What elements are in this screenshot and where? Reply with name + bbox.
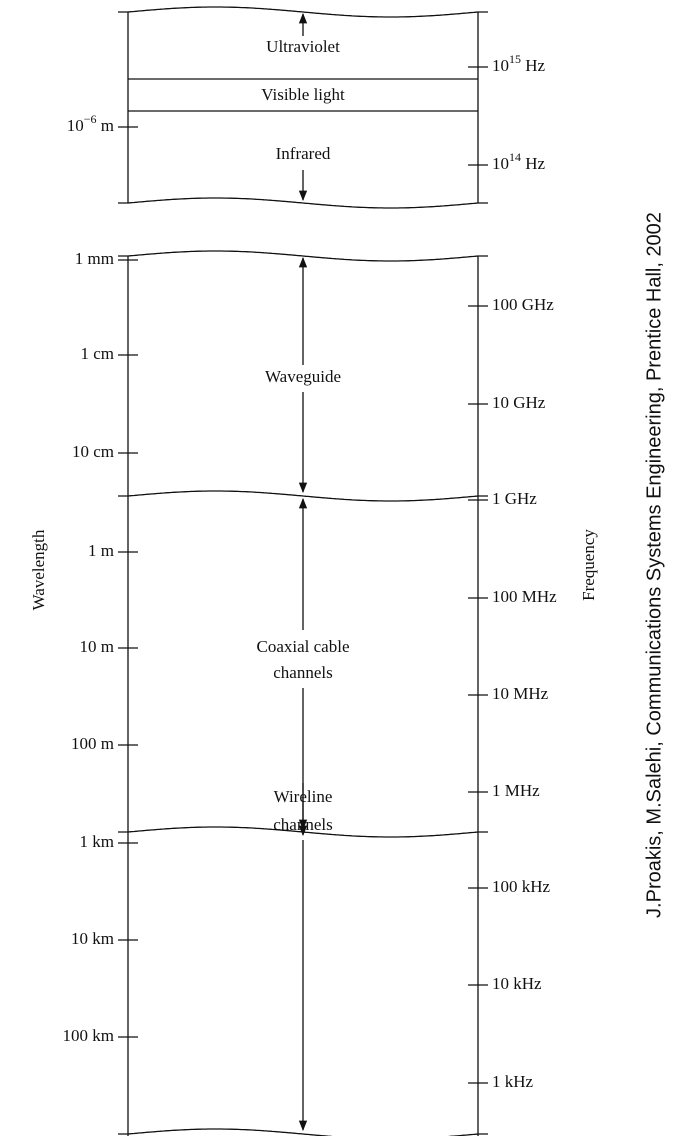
band-label: channels	[273, 815, 332, 834]
tick-exponent: −6	[84, 112, 97, 126]
tick-label: 100 km	[63, 1026, 114, 1045]
tick-base: 10	[492, 154, 509, 173]
tick-label: 1015 Hz	[492, 52, 546, 75]
axis-title: Wavelength	[29, 529, 48, 610]
tick-exponent: 14	[509, 150, 521, 164]
tick-label: 1 km	[80, 832, 114, 851]
tick-label: 1 MHz	[492, 781, 540, 800]
tick-label: 10−6 m	[67, 112, 114, 135]
credit: J.Proakis, M.Salehi, Communications Syst…	[643, 212, 665, 918]
wavy-edge	[118, 197, 488, 209]
tick-label: 100 GHz	[492, 295, 554, 314]
tick-label: 1014 Hz	[492, 150, 546, 173]
tick-exponent: 15	[509, 52, 521, 66]
tick-unit: Hz	[521, 56, 546, 75]
wavy-edge	[118, 250, 488, 262]
tick-label: 10 cm	[72, 442, 114, 461]
tick-label: 10 m	[80, 637, 114, 656]
tick-label: 100 m	[71, 734, 114, 753]
tick-label: 100 kHz	[492, 877, 551, 896]
tick-base: 10	[67, 116, 84, 135]
tick-base: 10	[492, 56, 509, 75]
tick-label: 1 mm	[75, 249, 114, 268]
tick-label: 1 kHz	[492, 1072, 534, 1091]
tick-label: 100 MHz	[492, 587, 557, 606]
tick-label: 10 MHz	[492, 684, 549, 703]
tick-label: 1 GHz	[492, 489, 537, 508]
wavy-edge	[118, 6, 488, 18]
axis-title: Frequency	[579, 529, 598, 601]
band-label: Wireline	[274, 787, 333, 806]
tick-unit: m	[97, 116, 114, 135]
band-label: Ultraviolet	[266, 37, 340, 56]
tick-label: 10 GHz	[492, 393, 546, 412]
tick-label: 10 kHz	[492, 974, 542, 993]
band-label: Coaxial cable	[257, 637, 350, 656]
wavy-edge	[118, 1128, 488, 1136]
wavy-edge	[118, 490, 488, 502]
band-label: Waveguide	[265, 367, 341, 386]
tick-label: 1 cm	[80, 344, 114, 363]
band-label: Infrared	[276, 144, 331, 163]
band-label: Visible light	[261, 85, 345, 104]
band-label: channels	[273, 663, 332, 682]
tick-unit: Hz	[521, 154, 546, 173]
tick-label: 1 m	[88, 541, 114, 560]
tick-label: 10 km	[71, 929, 114, 948]
